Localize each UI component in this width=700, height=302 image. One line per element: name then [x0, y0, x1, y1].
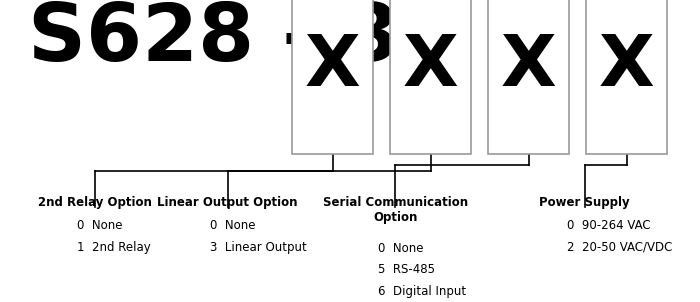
Bar: [587, 0, 666, 154]
Text: 2  20-50 VAC/VDC: 2 20-50 VAC/VDC: [567, 241, 673, 254]
Text: X: X: [304, 32, 360, 101]
Text: X: X: [598, 32, 654, 101]
Text: S628 - 3: S628 - 3: [28, 0, 400, 78]
Text: X: X: [402, 32, 458, 101]
Text: 0  None: 0 None: [77, 219, 122, 232]
Text: 0  90-264 VAC: 0 90-264 VAC: [567, 219, 650, 232]
Text: Power Supply: Power Supply: [539, 196, 630, 209]
Text: 0  None: 0 None: [210, 219, 256, 232]
Text: X: X: [500, 32, 556, 101]
Bar: [489, 0, 568, 154]
Text: 5  RS-485: 5 RS-485: [378, 263, 435, 276]
Text: 3  Linear Output: 3 Linear Output: [210, 241, 307, 254]
Text: 2nd Relay Option: 2nd Relay Option: [38, 196, 151, 209]
Text: Linear Output Option: Linear Output Option: [158, 196, 298, 209]
Bar: [293, 0, 372, 154]
Text: 6  Digital Input: 6 Digital Input: [378, 285, 466, 298]
Bar: [391, 0, 470, 154]
Text: 0  None: 0 None: [378, 242, 423, 255]
Text: Serial Communication
Option: Serial Communication Option: [323, 196, 468, 224]
Text: 1  2nd Relay: 1 2nd Relay: [77, 241, 150, 254]
